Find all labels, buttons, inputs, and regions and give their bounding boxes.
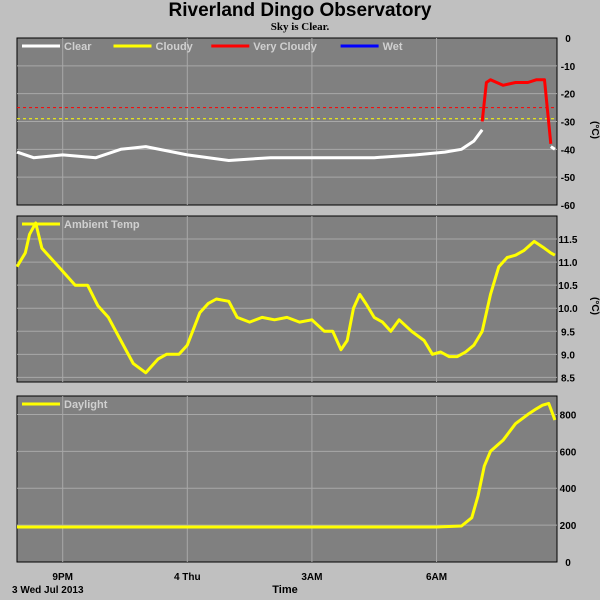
y-tick-label: 10.5 — [558, 281, 578, 292]
y-tick-label: -20 — [561, 90, 576, 101]
y-tick-label: 400 — [560, 484, 577, 495]
sky-status: Sky is Clear. — [270, 21, 330, 33]
x-date-label: 3 Wed Jul 2013 — [12, 585, 84, 596]
plot-background — [16, 215, 558, 383]
panel-daylight: 0 200 400 600 800 Daylight — [16, 395, 577, 569]
y-tick-label: 600 — [560, 447, 577, 458]
x-tick-label: 3AM — [301, 572, 322, 583]
y-tick-label: -10 — [561, 62, 576, 73]
x-axis-label: Time — [272, 584, 297, 596]
y-tick-label: 800 — [560, 410, 577, 421]
y-tick-label: 0 — [565, 558, 571, 569]
series-line — [549, 145, 556, 151]
y-tick-label: -40 — [561, 145, 576, 156]
plot-background — [16, 395, 558, 563]
y-tick-label: 200 — [560, 521, 577, 532]
legend-label: Daylight — [64, 399, 108, 411]
unit-label: (°C) — [589, 121, 600, 139]
x-tick-label: 9PM — [52, 572, 73, 583]
series-line — [16, 128, 484, 162]
series-line — [480, 78, 553, 144]
y-tick-label: 8.5 — [561, 373, 575, 384]
legend-label: Very Cloudy — [253, 41, 317, 53]
legend-label: Cloudy — [156, 41, 194, 53]
y-tick-label: -30 — [561, 118, 576, 129]
y-tick-label: 9.0 — [561, 350, 575, 361]
x-tick-label: 4 Thu — [174, 572, 201, 583]
y-tick-label: -60 — [561, 201, 576, 212]
page-title: Riverland Dingo Observatory — [168, 0, 432, 21]
x-tick-label: 6AM — [426, 572, 447, 583]
y-tick-label: 10.0 — [558, 304, 578, 315]
y-tick-label: 11.0 — [559, 258, 578, 269]
y-tick-label: 11.5 — [559, 235, 578, 246]
series-line — [15, 221, 556, 375]
panel-sky: 0 -10 -20 -30 -40 -50 -60 Clear Cloudy Very Cloud… — [16, 34, 600, 212]
panel-ambient: 8.5 9.0 9.5 10.0 10.5 11.0 11.5 Ambient Temp (°C… — [15, 215, 600, 384]
unit-label: (°C) — [589, 297, 600, 315]
legend-label: Ambient Temp — [64, 219, 140, 231]
legend-label: Wet — [383, 41, 403, 53]
y-tick-label: 9.5 — [561, 327, 575, 338]
y-tick-label: -50 — [561, 173, 576, 184]
legend-label: Clear — [64, 41, 92, 53]
y-tick-label: 0 — [565, 34, 571, 45]
series-line — [17, 401, 557, 529]
